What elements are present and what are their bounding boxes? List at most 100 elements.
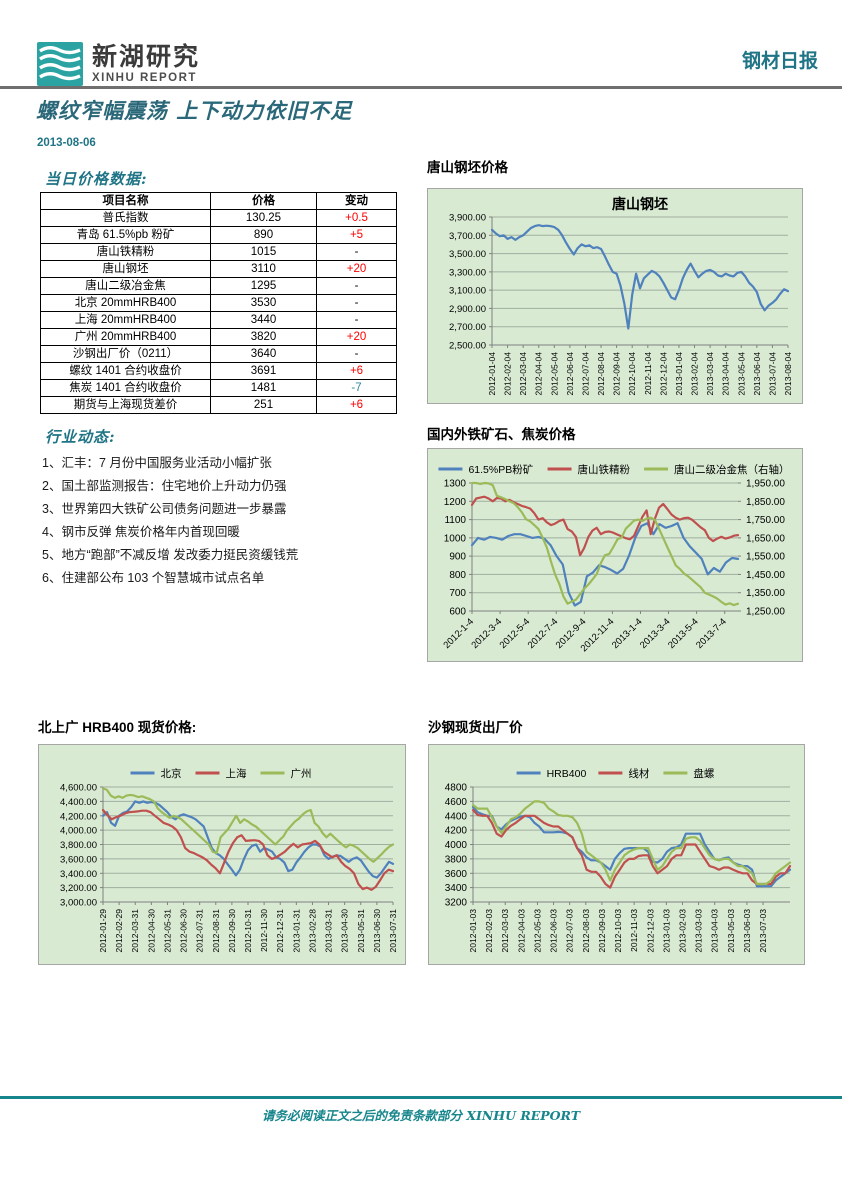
- svg-text:1100: 1100: [444, 515, 466, 526]
- news-item: 2、国土部监测报告：住宅地价上升动力仍强: [42, 479, 287, 493]
- svg-text:2012-10-31: 2012-10-31: [243, 909, 253, 953]
- chart-heading-tangshan-billet: 唐山钢坯价格: [427, 160, 508, 175]
- svg-text:北京: 北京: [161, 767, 182, 780]
- cell-item-name: 北京 20mmHRB400: [40, 294, 211, 312]
- chart-heading-hrb400-spot: 北上广 HRB400 现货价格:: [38, 720, 197, 735]
- svg-text:2012-05-03: 2012-05-03: [532, 909, 542, 953]
- svg-text:2013-02-04: 2013-02-04: [690, 352, 700, 396]
- svg-text:2012-06-30: 2012-06-30: [179, 909, 189, 953]
- cell-price: 251: [210, 396, 317, 414]
- cell-change: -: [316, 345, 397, 363]
- disclaimer-text: 请务必阅读正文之后的免责条款部分 XINHU REPORT: [261, 1108, 581, 1123]
- cell-item-name: 广州 20mmHRB400: [40, 328, 211, 346]
- svg-text:3,000.00: 3,000.00: [60, 898, 97, 909]
- svg-text:2013-04-03: 2013-04-03: [710, 909, 720, 953]
- svg-text:1200: 1200: [444, 497, 467, 508]
- svg-text:上海: 上海: [226, 767, 247, 780]
- svg-text:2013-02-03: 2013-02-03: [677, 909, 687, 953]
- cell-price: 3110: [210, 260, 317, 278]
- cell-price: 3640: [210, 345, 317, 363]
- cell-change: +20: [316, 260, 397, 278]
- news-section-heading: 行业动态:: [45, 428, 116, 446]
- cell-change: -: [316, 277, 397, 295]
- cell-item-name: 普氏指数: [40, 209, 211, 227]
- chart-tangshan-billet: 2,500.00 2,700.00 2,900.00 3,100.00 3,300.00…: [427, 188, 803, 404]
- table-row: 北京 20mmHRB400 3530-: [40, 294, 397, 312]
- xinhu-wave-logo-icon: [37, 42, 83, 86]
- cell-price: 3691: [210, 362, 317, 380]
- svg-text:4,200.00: 4,200.00: [60, 811, 97, 822]
- svg-text:3,800.00: 3,800.00: [60, 840, 97, 851]
- cell-change: -: [316, 243, 397, 261]
- cell-item-name: 青岛 61.5%pb 粉矿: [40, 226, 211, 244]
- table-row: 唐山铁精粉 1015-: [40, 243, 397, 261]
- table-row: 唐山钢坯 3110 +20: [40, 260, 397, 278]
- svg-text:3600: 3600: [445, 869, 468, 880]
- svg-text:唐山铁精粉: 唐山铁精粉: [578, 463, 631, 476]
- svg-text:2012-01-04: 2012-01-04: [487, 352, 497, 396]
- svg-text:2,500.00: 2,500.00: [449, 341, 486, 352]
- table-row: 唐山二级冶金焦 1295-: [40, 277, 397, 295]
- svg-text:2013-06-03: 2013-06-03: [742, 909, 752, 953]
- svg-text:1000: 1000: [444, 533, 467, 544]
- svg-text:2012-10-03: 2012-10-03: [613, 909, 623, 953]
- news-item: 5、地方“跑部”不减反增 发改委力挺民资缓钱荒: [42, 548, 299, 562]
- table-row: 沙钢出厂价（0211） 3640-: [40, 345, 397, 363]
- svg-text:2012-12-31: 2012-12-31: [275, 909, 285, 953]
- cell-price: 1295: [210, 277, 317, 295]
- chart-shagang: 3200 3400 3600 3800 4000 4200 4400 4600 4800 2012…: [428, 744, 805, 965]
- chart-heading-shagang: 沙钢现货出厂价: [428, 720, 523, 735]
- svg-text:2012-04-04: 2012-04-04: [534, 352, 544, 396]
- table-row: 上海 20mmHRB400 3440-: [40, 311, 397, 329]
- column-header-change: 变动: [316, 192, 397, 210]
- footer-divider: [0, 1096, 842, 1099]
- svg-text:1,950.00: 1,950.00: [746, 479, 785, 490]
- svg-text:2013-07-03: 2013-07-03: [758, 909, 768, 953]
- svg-text:2013-03-31: 2013-03-31: [324, 909, 334, 953]
- svg-text:2013-04-30: 2013-04-30: [340, 909, 350, 953]
- news-item: 6、住建部公布 103 个智慧城市试点名单: [42, 571, 265, 585]
- cell-change: -: [316, 294, 397, 312]
- svg-text:2012-08-04: 2012-08-04: [596, 352, 606, 396]
- cell-price: 1015: [210, 243, 317, 261]
- svg-text:1,350.00: 1,350.00: [746, 588, 785, 599]
- svg-text:2013-03-04: 2013-03-04: [705, 352, 715, 396]
- svg-text:2013-04-04: 2013-04-04: [721, 352, 731, 396]
- svg-text:2012-02-04: 2012-02-04: [503, 352, 513, 396]
- svg-text:3,100.00: 3,100.00: [449, 286, 486, 297]
- svg-text:2013-01-31: 2013-01-31: [291, 909, 301, 953]
- svg-text:盘螺: 盘螺: [693, 767, 714, 780]
- svg-text:2012-12-03: 2012-12-03: [645, 909, 655, 953]
- svg-text:2012-03-04: 2012-03-04: [518, 352, 528, 396]
- table-row: 期货与上海现货差价 251 +6: [40, 396, 397, 414]
- column-header-name: 项目名称: [40, 192, 211, 210]
- logo-text: 新湖研究 XINHU REPORT: [92, 44, 200, 84]
- svg-text:2013-7-4: 2013-7-4: [694, 616, 729, 651]
- svg-text:3,700.00: 3,700.00: [449, 231, 486, 242]
- svg-text:3,300.00: 3,300.00: [449, 267, 486, 278]
- svg-text:4400: 4400: [445, 811, 468, 822]
- table-row: 螺纹 1401 合约收盘价 3691 +6: [40, 362, 397, 380]
- cell-item-name: 沙钢出厂价（0211）: [40, 345, 211, 363]
- svg-text:800: 800: [449, 570, 466, 581]
- cell-change: +20: [316, 328, 397, 346]
- svg-text:2012-01-03: 2012-01-03: [468, 909, 478, 953]
- svg-text:2012-03-03: 2012-03-03: [500, 909, 510, 953]
- news-item: 3、世界第四大铁矿公司债务问题进一步暴露: [42, 502, 287, 516]
- svg-text:3800: 3800: [445, 854, 468, 865]
- cell-change: +0.5: [316, 209, 397, 227]
- svg-text:2013-07-04: 2013-07-04: [767, 352, 777, 396]
- svg-text:2013-05-04: 2013-05-04: [736, 352, 746, 396]
- svg-text:2012-07-31: 2012-07-31: [195, 909, 205, 953]
- svg-text:2013-02-28: 2013-02-28: [307, 909, 317, 953]
- price-table: 项目名称 价格 变动 普氏指数 130.25 +0.5 青岛 61.5%pb 粉矿 89…: [40, 192, 397, 414]
- cell-change: +6: [316, 362, 397, 380]
- svg-text:HRB400: HRB400: [547, 768, 587, 780]
- svg-text:4,400.00: 4,400.00: [60, 797, 97, 808]
- cell-item-name: 上海 20mmHRB400: [40, 311, 211, 329]
- svg-text:2012-01-29: 2012-01-29: [98, 909, 108, 953]
- svg-text:3,600.00: 3,600.00: [60, 854, 97, 865]
- svg-text:1,550.00: 1,550.00: [746, 552, 785, 563]
- news-item: 4、钢市反弹 焦炭价格年内首现回暖: [42, 525, 240, 539]
